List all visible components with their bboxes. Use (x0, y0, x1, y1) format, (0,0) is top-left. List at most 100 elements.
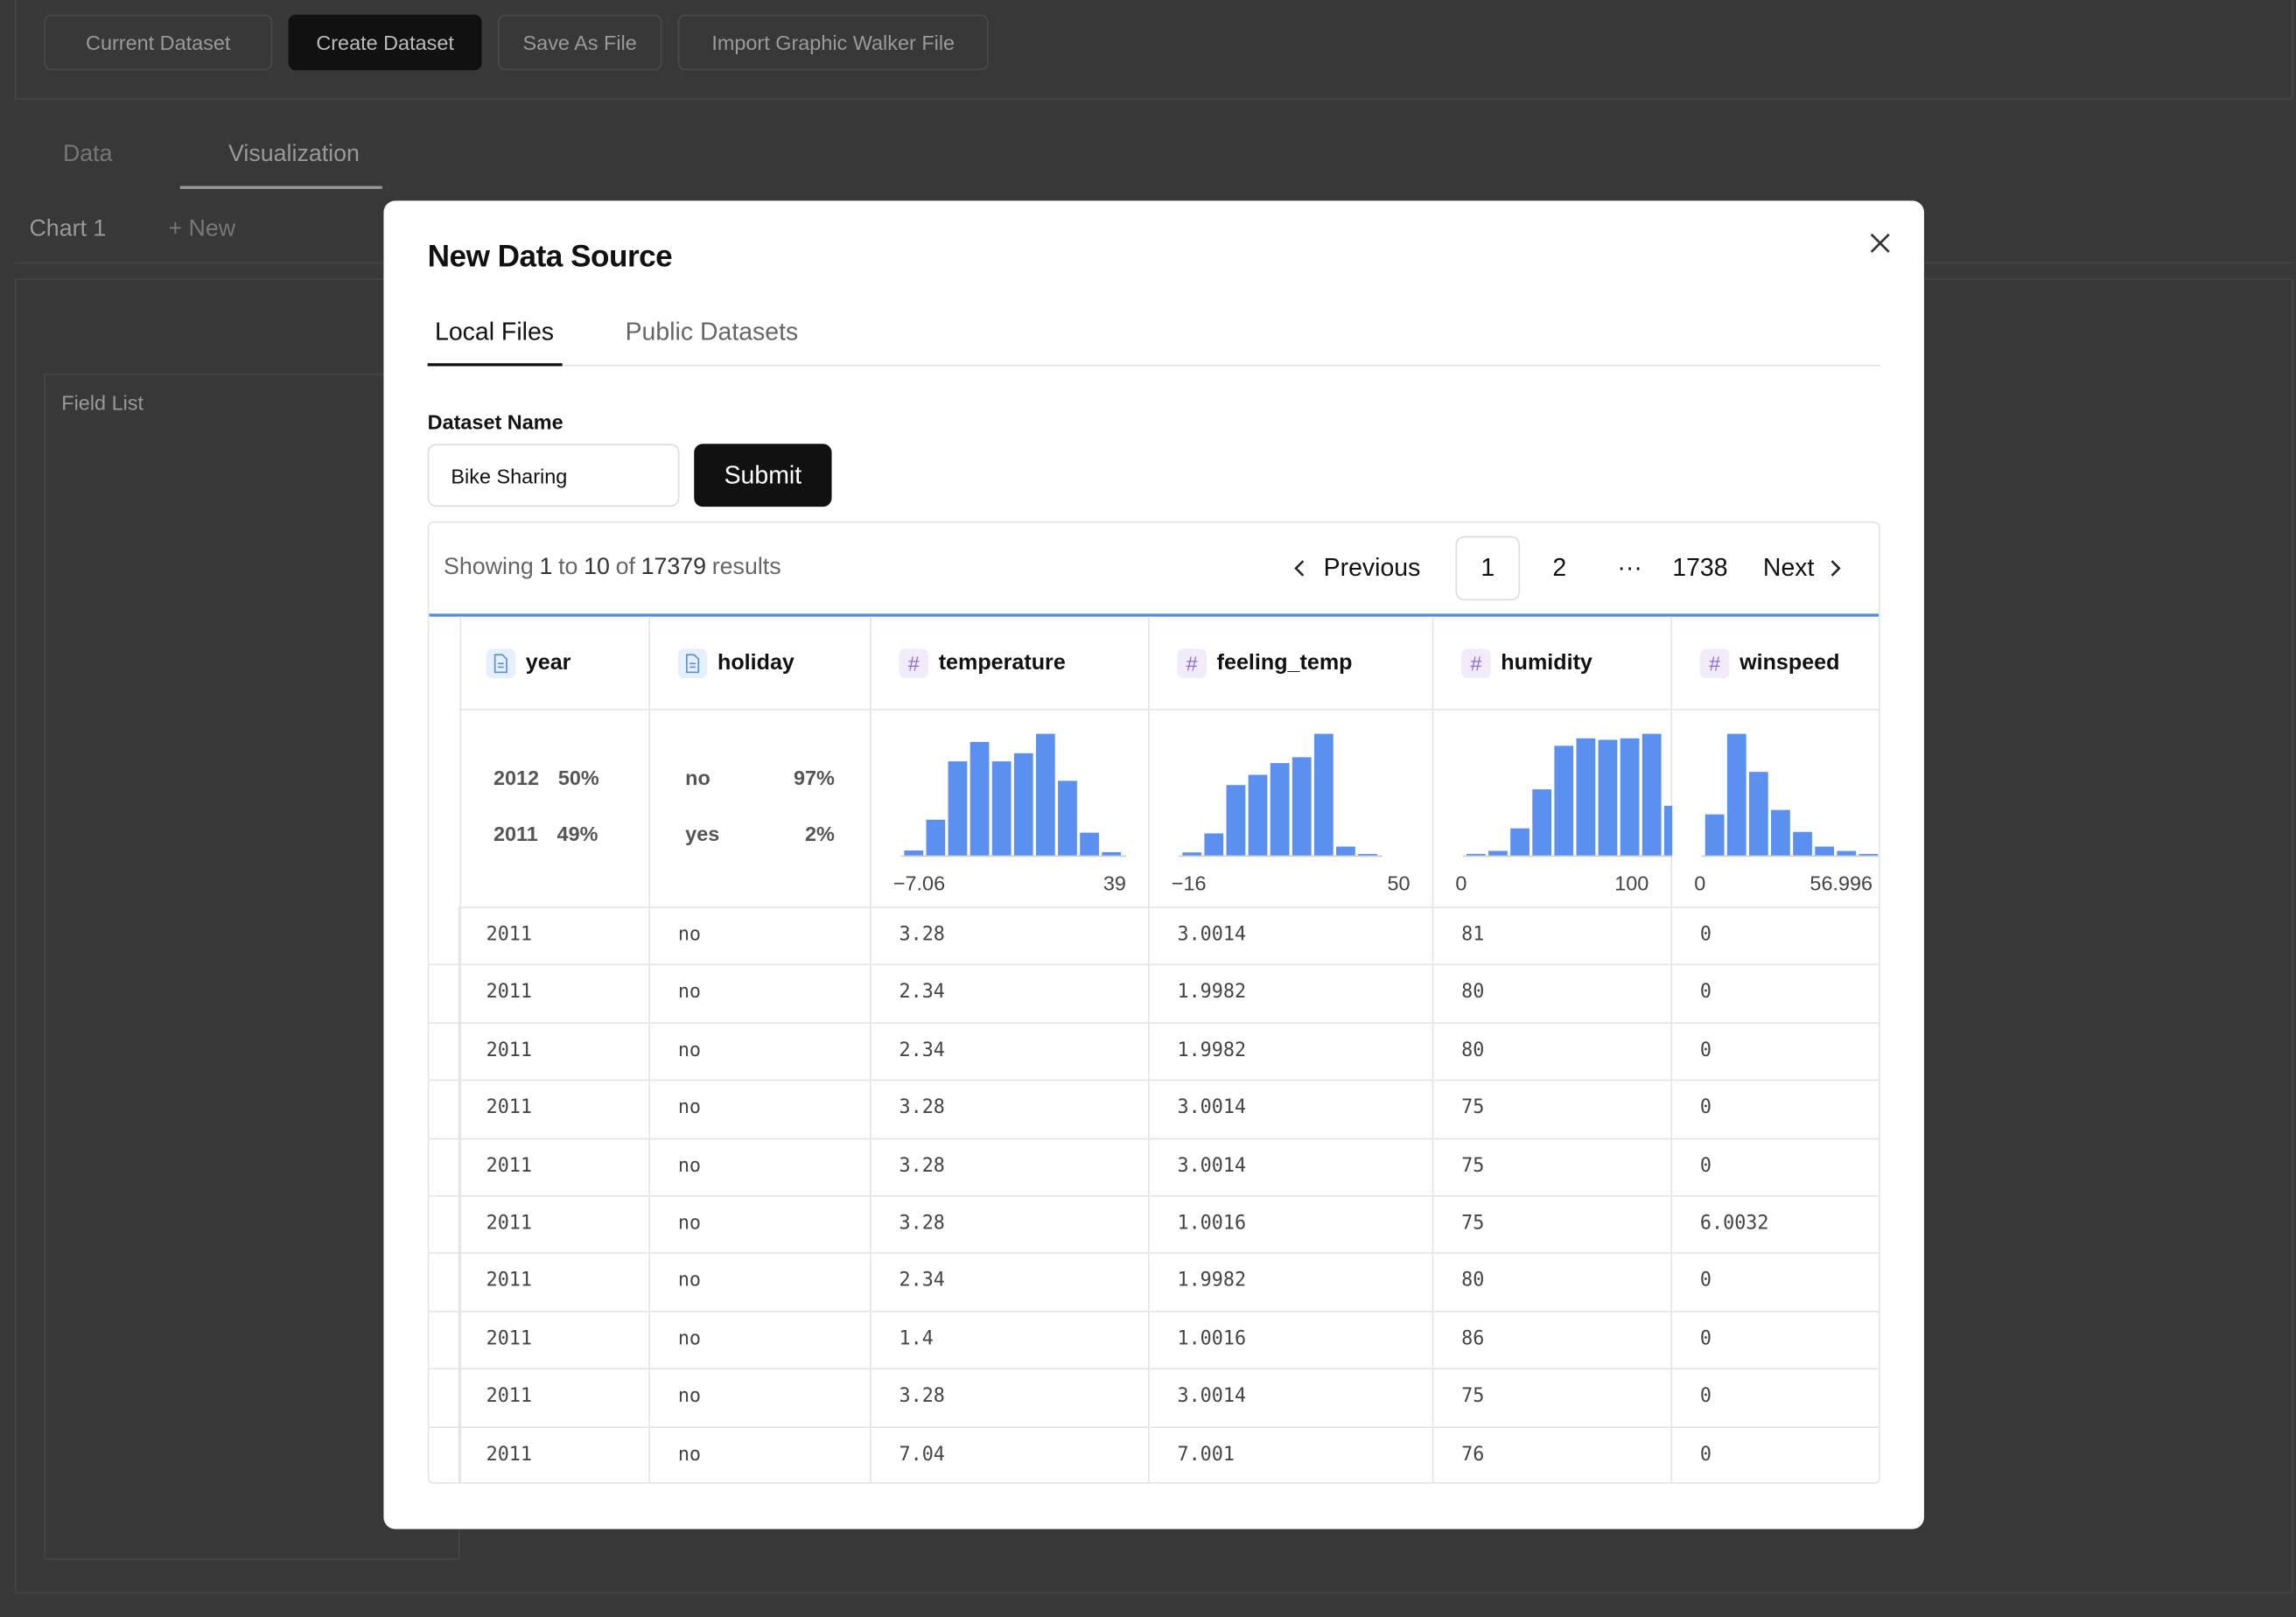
close-button[interactable] (1868, 231, 1892, 255)
table-cell: 3.28 (871, 907, 1150, 966)
field-list-title: Field List (61, 390, 144, 415)
histogram-bar (1726, 733, 1746, 856)
category-share: 2% (805, 822, 835, 845)
histogram-bar (1013, 752, 1033, 856)
table-cell: 1.0016 (1149, 1196, 1434, 1255)
tab[interactable]: Data (62, 142, 113, 167)
toolbar-button[interactable]: Current Dataset (44, 14, 273, 71)
submit-button[interactable]: Submit (694, 444, 832, 508)
table-cell: 75 (1433, 1081, 1673, 1139)
new-chart[interactable]: + New (168, 216, 236, 242)
table-cell: 2011 (458, 1427, 651, 1482)
previous-button[interactable]: Previous (1292, 554, 1420, 583)
table-cell: 0 (1672, 1139, 1880, 1197)
histogram-bar (1466, 853, 1486, 856)
histogram-bar (1292, 757, 1312, 856)
table-cell: no (650, 1138, 872, 1197)
histogram-bar (1748, 772, 1768, 856)
tab-border (427, 364, 1880, 367)
table-cell: 6.0032 (1672, 1197, 1880, 1255)
toolbar-button[interactable]: Save As File (497, 14, 662, 71)
histogram-bar (1815, 846, 1835, 856)
histogram-bar (904, 850, 924, 856)
column-stats: 0 56.996 (1672, 710, 1880, 908)
table-cell: no (650, 1312, 872, 1370)
table-cell: 86 (1433, 1312, 1673, 1370)
histogram-bar (1102, 851, 1122, 856)
toolbar-button[interactable]: Import Graphic Walker File (677, 14, 989, 71)
table-cell: no (650, 1254, 872, 1312)
table-cell: 7.04 (872, 1427, 1150, 1482)
category-share: 50% (557, 766, 599, 790)
histogram-bar (1204, 833, 1224, 856)
toolbar-button[interactable]: Create Dataset (288, 14, 482, 71)
column-name: feeling_temp (1216, 650, 1353, 676)
histogram-bar (1532, 789, 1552, 856)
table-cell: 75 (1433, 1369, 1673, 1428)
histogram-bar (1704, 814, 1725, 856)
table-cell: 0 (1672, 966, 1880, 1024)
hidden-cell (429, 1369, 460, 1428)
table-cell: 3.0014 (1149, 1138, 1434, 1197)
table-cell: 1.9982 (1149, 1254, 1434, 1312)
histogram-bar (1837, 850, 1857, 856)
page-button[interactable]: 1738 (1672, 553, 1728, 582)
histogram-bar (1510, 828, 1530, 856)
page-button[interactable]: ··· (1617, 553, 1642, 582)
column-header: holiday (650, 616, 872, 710)
table-cell: 1.0016 (1149, 1312, 1434, 1370)
column-header: # humidity (1433, 616, 1673, 710)
next-label: Next (1762, 553, 1815, 582)
table-cell: 0 (1672, 1312, 1880, 1370)
table-cell: 80 (1433, 1254, 1673, 1312)
hidden-cell (429, 1254, 460, 1312)
next-button[interactable]: Next (1763, 554, 1844, 583)
histogram-min: −16 (1171, 871, 1207, 895)
hidden-column (429, 616, 462, 1482)
modal-tab[interactable]: Public Datasets (625, 318, 799, 346)
number-type-icon: # (899, 648, 928, 678)
table-cell: no (650, 1427, 872, 1482)
tab[interactable]: Visualization (228, 142, 360, 167)
number-type-icon: # (1699, 648, 1730, 678)
field-label: Dataset Name (427, 410, 564, 434)
histogram-bar (1313, 733, 1334, 856)
modal-tab[interactable]: Local Files (435, 318, 555, 346)
column-header: # feeling_temp (1149, 616, 1434, 710)
column-stats: −16 50 (1149, 710, 1434, 908)
number-type-icon: # (1177, 648, 1207, 678)
hidden-cell (429, 965, 460, 1024)
histogram-max: 56.996 (1810, 871, 1873, 895)
histogram-bar (1598, 739, 1618, 856)
histogram-bar (1358, 853, 1377, 856)
table-cell: 2.34 (871, 1254, 1150, 1312)
page-button[interactable]: 2 (1552, 553, 1567, 582)
summary-part: 10 (584, 555, 610, 580)
summary-part: Showing (444, 555, 534, 580)
chart-tab[interactable]: Chart 1 (29, 216, 107, 242)
summary-part: to (558, 555, 578, 580)
table-cell: 2.34 (871, 1023, 1150, 1082)
hidden-cell (429, 1081, 460, 1139)
page-button[interactable]: 1 (1455, 536, 1521, 601)
chevron (1830, 560, 1841, 577)
table-cell: 0 (1672, 1255, 1880, 1312)
dataset-name-input[interactable]: Bike Sharing (427, 444, 680, 508)
table-cell: 0 (1672, 1082, 1880, 1139)
histogram-bar (1035, 733, 1055, 856)
column-stats: 0 100 (1433, 710, 1673, 908)
histogram-bar (1642, 733, 1662, 856)
summary-part: of (615, 555, 635, 580)
histogram-bar (1793, 831, 1812, 856)
table-cell: 3.0014 (1149, 907, 1434, 966)
table-cell: 1.4 (871, 1312, 1150, 1370)
chevron-icon (1830, 560, 1841, 577)
category-stat: 2011 49% (494, 822, 613, 845)
summary-part: 17379 (640, 555, 707, 580)
table-cell: no (650, 1196, 872, 1255)
table-cell: 1.9982 (1149, 965, 1434, 1024)
table-cell: 3.0014 (1149, 1369, 1434, 1428)
histogram-bar (991, 761, 1012, 856)
category-share: 97% (793, 766, 835, 790)
